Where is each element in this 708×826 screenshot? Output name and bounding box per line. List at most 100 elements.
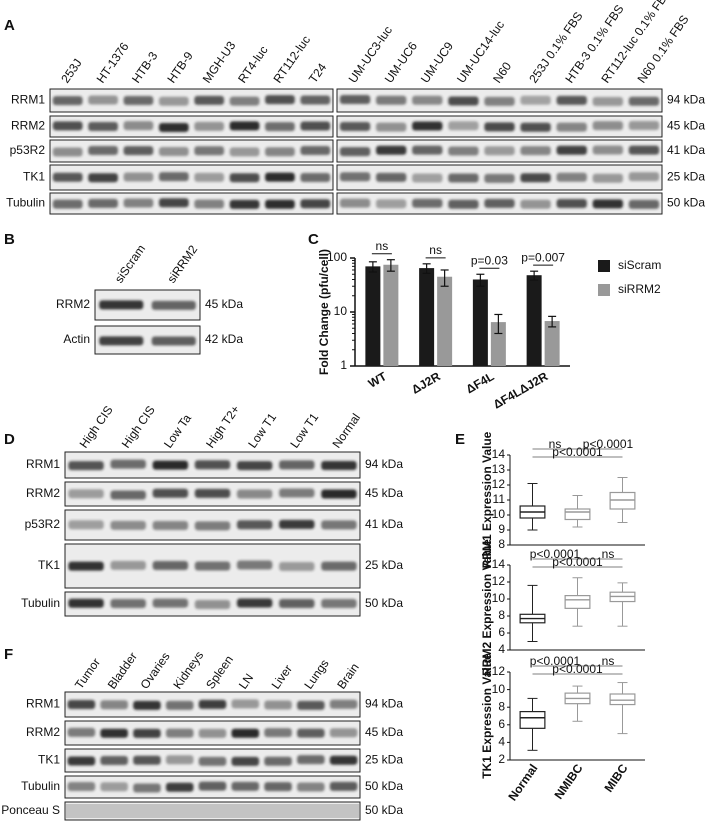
panel-label: A	[4, 17, 15, 34]
lane-label: UM-UC6	[382, 39, 420, 86]
band	[628, 121, 660, 131]
y-tick-label: 12	[492, 664, 506, 678]
band	[52, 199, 83, 209]
band	[484, 96, 515, 106]
lane-label: Normal	[330, 411, 364, 451]
band	[229, 147, 260, 157]
band	[628, 172, 660, 182]
lane-label: siRRM2	[164, 242, 200, 285]
band	[628, 96, 660, 106]
band	[376, 172, 407, 182]
x-tick-label: Normal	[505, 762, 540, 804]
size-label: 41 kDa	[365, 517, 403, 531]
size-label: 41 kDa	[667, 143, 705, 157]
band	[300, 121, 331, 131]
band	[412, 145, 443, 155]
band	[339, 95, 371, 105]
box	[609, 693, 636, 706]
band	[123, 121, 154, 131]
band	[194, 121, 225, 131]
band	[628, 145, 660, 155]
bar	[544, 321, 560, 366]
lane-label: LN	[236, 671, 256, 692]
band	[556, 95, 587, 105]
size-label: 45 kDa	[205, 297, 243, 311]
band	[229, 173, 260, 183]
band	[297, 782, 325, 792]
annotation: p=0.007	[521, 250, 565, 264]
band	[448, 96, 479, 106]
blot-frame	[49, 88, 334, 113]
lane-label: Liver	[269, 662, 295, 691]
band	[123, 172, 154, 182]
band	[279, 561, 315, 571]
band	[123, 198, 154, 208]
row-label: p53R2	[25, 517, 61, 531]
row-label: RRM1	[26, 457, 60, 471]
band	[264, 756, 292, 766]
band	[68, 461, 104, 471]
band	[556, 172, 587, 182]
band	[484, 122, 515, 132]
band	[279, 519, 315, 529]
band	[556, 122, 587, 132]
row-label: RRM2	[26, 486, 60, 500]
band	[592, 173, 623, 183]
y-tick-label: 11	[493, 492, 506, 506]
size-label: 94 kDa	[365, 457, 403, 471]
band	[448, 173, 479, 183]
x-tick-label: MIBC	[601, 761, 630, 794]
band	[265, 199, 295, 209]
panel-label: C	[308, 231, 319, 248]
band	[297, 755, 325, 765]
band	[194, 146, 225, 156]
legend-label: siRRM2	[618, 282, 661, 296]
y-tick-label: 8	[498, 537, 505, 551]
band	[67, 781, 96, 791]
band	[67, 727, 96, 737]
band	[448, 121, 479, 131]
band	[133, 783, 161, 793]
band	[300, 172, 331, 182]
lane-label: UM-UC9	[418, 39, 456, 86]
panel-label: B	[4, 231, 15, 248]
band	[231, 756, 260, 766]
band	[194, 199, 225, 209]
size-label: 45 kDa	[667, 119, 705, 133]
band	[300, 95, 331, 105]
band	[194, 599, 231, 609]
band	[100, 728, 128, 738]
band	[321, 598, 357, 608]
lane-label: Tumor	[72, 655, 103, 691]
lane-label: 253J	[58, 56, 84, 85]
y-tick-label: 10	[492, 682, 506, 696]
lane-label: Ovaries	[138, 650, 173, 692]
lane-label: High CIS	[119, 403, 158, 450]
band	[165, 782, 194, 792]
band	[67, 699, 96, 709]
band	[52, 172, 83, 182]
annotation: ns	[376, 239, 389, 253]
lane-label: Low T1	[245, 410, 279, 450]
band	[297, 700, 325, 710]
y-axis-label: TK1 Expression Value	[480, 653, 494, 779]
size-label: 25 kDa	[365, 753, 403, 767]
band	[198, 781, 227, 791]
x-tick-label: WT	[366, 369, 390, 391]
band	[99, 336, 144, 346]
band	[88, 121, 118, 131]
band	[165, 755, 194, 765]
lane-label: High T2+	[203, 403, 242, 451]
band	[110, 560, 146, 570]
lane-label: Brain	[334, 661, 362, 692]
band	[152, 561, 189, 571]
band	[133, 700, 161, 710]
row-label: Tubulin	[6, 196, 45, 210]
lane-label: siScram	[112, 242, 148, 286]
band	[133, 755, 161, 765]
annotation: ns	[602, 547, 615, 561]
band	[520, 146, 551, 156]
y-tick-label: 2	[498, 752, 505, 766]
row-label: Tubulin	[21, 596, 60, 610]
band	[264, 728, 292, 738]
